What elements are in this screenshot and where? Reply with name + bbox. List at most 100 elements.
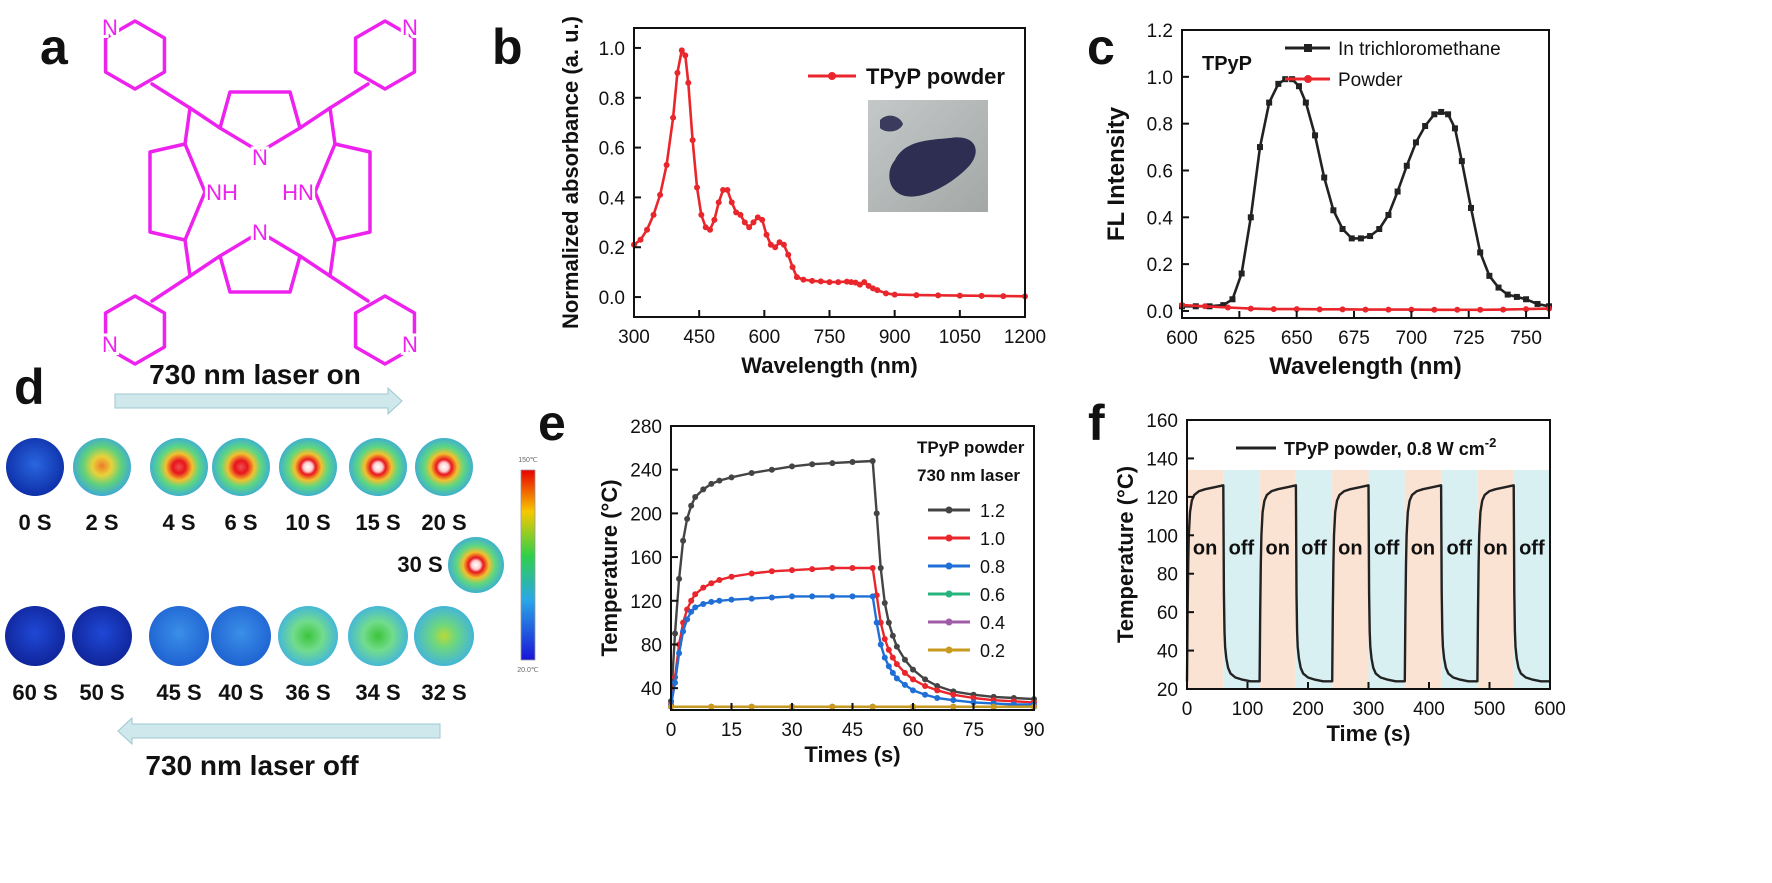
data-point <box>889 669 896 676</box>
arrow-right <box>114 386 403 416</box>
legend-marker <box>945 590 953 598</box>
atom-label: HN <box>282 180 314 205</box>
data-point <box>1408 306 1415 313</box>
data-point <box>1220 302 1227 309</box>
ring <box>353 19 417 91</box>
thermal-image-top <box>349 438 407 496</box>
atom-label: N <box>102 332 118 357</box>
data-point <box>829 703 836 710</box>
legend-label: 0.8 <box>980 557 1005 577</box>
off-phase-band <box>1513 469 1550 689</box>
data-point <box>708 598 715 605</box>
legend-label-text: TPyP powder, 0.8 W cm <box>1284 439 1485 459</box>
data-point <box>889 654 896 661</box>
data-point <box>901 656 908 663</box>
data-point <box>950 691 957 698</box>
x-tick-label: 450 <box>683 327 715 348</box>
legend-label: 0.4 <box>980 613 1005 633</box>
data-point <box>1330 207 1337 214</box>
time-label-top: 6 S <box>224 510 257 535</box>
data-point <box>1201 303 1208 310</box>
data-point <box>935 292 942 299</box>
y-tick-label: 120 <box>630 592 662 613</box>
data-point <box>707 226 714 233</box>
x-axis-label: Wavelength (nm) <box>1269 353 1461 380</box>
data-point <box>1495 284 1502 291</box>
y-tick-label: 0.6 <box>1147 161 1173 182</box>
data-point <box>1458 158 1465 165</box>
data-point <box>692 494 699 500</box>
data-point <box>793 274 800 281</box>
panel-letter: a <box>40 19 69 75</box>
ring <box>148 142 207 242</box>
data-point <box>789 264 796 271</box>
x-tick-label: 15 <box>721 720 742 741</box>
ring <box>313 142 372 242</box>
data-point <box>1451 125 1458 132</box>
data-point <box>728 474 735 481</box>
data-point <box>724 186 731 193</box>
porphyrin-structure: N N N N N N NH HN <box>99 12 421 366</box>
legend-label: 1.0 <box>980 529 1005 549</box>
x-tick-label: 90 <box>1023 720 1044 741</box>
chart-c: 600 625 650 675 700 725 750 0.0 0.2 0.4 0.6 0.8 1.0 1… <box>1103 21 1552 380</box>
on-label: on <box>1411 538 1435 560</box>
data-point <box>768 568 775 575</box>
data-point <box>885 646 892 653</box>
x-tick-label: 0 <box>1182 699 1193 720</box>
y-tick-label: 40 <box>641 679 662 700</box>
data-point <box>711 216 718 223</box>
x-tick-label: 1050 <box>939 327 981 348</box>
atom-label: N <box>252 220 268 245</box>
on-phase-band <box>1404 469 1442 689</box>
data-point <box>676 575 683 582</box>
legend-marker <box>945 562 953 570</box>
data-point <box>809 277 816 284</box>
data-point <box>1357 235 1364 242</box>
colorbar-min-label: 20.0℃ <box>517 667 539 674</box>
legend-marker <box>828 72 836 80</box>
legend-title: TPyP powder <box>917 438 1025 457</box>
data-point <box>922 682 929 689</box>
off-label: off <box>1301 538 1327 560</box>
data-point <box>1270 306 1277 313</box>
x-tick-label: 750 <box>1510 328 1542 349</box>
data-point <box>1339 306 1346 313</box>
on-label: on <box>1193 538 1217 560</box>
data-point <box>922 676 929 683</box>
data-point <box>1477 306 1484 313</box>
data-point <box>950 697 957 704</box>
data-point <box>1247 305 1254 312</box>
x-tick-label: 600 <box>1166 328 1198 349</box>
thermal-image-bottom <box>149 606 209 666</box>
legend-marker <box>945 534 953 542</box>
x-tick-label: 900 <box>879 327 911 348</box>
ring <box>218 230 302 294</box>
data-point <box>772 244 779 251</box>
data-point <box>1247 214 1254 221</box>
series-line-TPyP-powder-0-8-W-cm <box>1185 484 1550 683</box>
y-tick-label: 120 <box>1146 488 1178 509</box>
y-tick-label: 160 <box>630 548 662 569</box>
data-point <box>800 276 807 283</box>
data-point <box>901 681 908 688</box>
data-point <box>702 224 709 231</box>
y-tick-label: 0.4 <box>599 188 626 209</box>
legend-subtitle: 730 nm laser <box>917 466 1020 485</box>
thermal-image-top <box>279 438 337 496</box>
time-label-top: 15 S <box>355 510 400 535</box>
bond <box>298 254 332 278</box>
bond <box>150 274 192 303</box>
data-point <box>685 79 692 86</box>
data-point <box>708 580 715 587</box>
data-point <box>644 226 651 233</box>
data-point <box>672 630 679 637</box>
on-label: on <box>1266 538 1290 560</box>
panel-letter: d <box>14 359 45 415</box>
data-point <box>910 676 916 683</box>
data-point <box>748 703 755 710</box>
data-point <box>684 616 691 623</box>
data-point <box>684 515 691 522</box>
y-tick-label: 0.0 <box>599 288 625 309</box>
